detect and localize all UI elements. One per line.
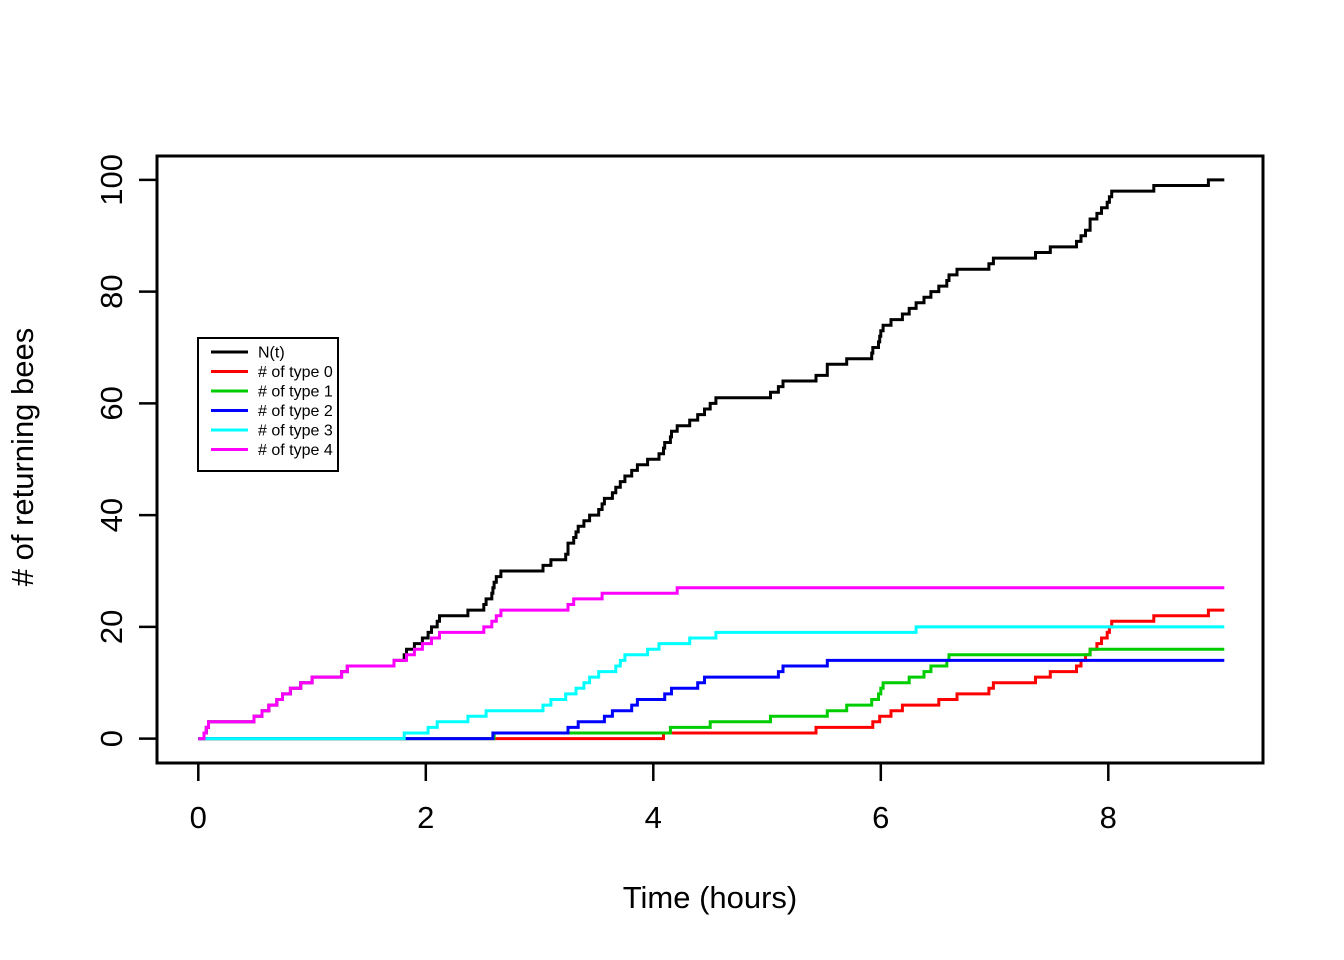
y-tick-label: 20 <box>94 610 129 644</box>
x-tick-label: 0 <box>190 800 207 835</box>
x-tick-label: 6 <box>872 800 889 835</box>
x-tick-label: 8 <box>1100 800 1117 835</box>
series-curve--of-type-0 <box>198 608 1225 741</box>
y-tick-label: 60 <box>94 386 129 420</box>
legend-label: # of type 0 <box>258 364 333 381</box>
plot-area-border <box>155 154 1265 765</box>
y-axis-ticks: 0 20 40 60 80 100 <box>94 154 157 747</box>
y-tick-label: 80 <box>94 274 129 308</box>
legend-label: N(t) <box>258 345 285 362</box>
x-tick-label: 4 <box>645 800 662 835</box>
series-curve--of-type-3 <box>198 625 1225 741</box>
series-curve--of-type-2 <box>198 658 1225 741</box>
series-curve--of-type-4 <box>198 586 1225 741</box>
y-tick-label: 100 <box>94 154 129 206</box>
legend-label: # of type 1 <box>258 384 333 401</box>
x-tick-label: 2 <box>417 800 434 835</box>
legend-label: # of type 3 <box>258 423 333 440</box>
x-axis-ticks: 0 2 4 6 8 <box>190 763 1117 835</box>
y-tick-label: 40 <box>94 498 129 532</box>
legend-label: # of type 2 <box>258 403 333 420</box>
x-axis-title: Time (hours) <box>623 880 798 915</box>
y-axis-title: # of returning bees <box>5 328 40 587</box>
legend: N(t) # of type 0 # of type 1 # of type 2 # o… <box>197 337 339 472</box>
y-tick-label: 0 <box>94 730 129 747</box>
data-curves <box>198 178 1225 741</box>
series-curve--of-type-1 <box>198 647 1225 741</box>
legend-label: # of type 4 <box>258 442 333 459</box>
